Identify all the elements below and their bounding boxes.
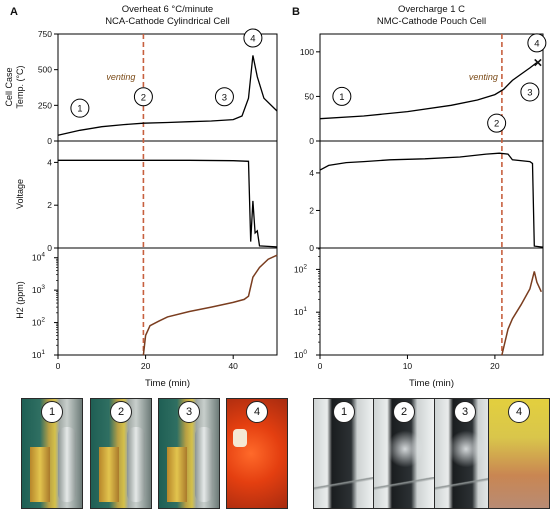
panel-letter: B <box>292 6 300 18</box>
x-tick-label: 40 <box>228 361 238 371</box>
stage-marker-label: 2 <box>141 92 146 103</box>
temperature-series-line <box>319 61 538 120</box>
stage-marker-circle <box>70 98 90 118</box>
stage-marker-circle <box>214 87 234 107</box>
photo-nca-stage-1: 1 <box>21 398 83 509</box>
panel-title: Overheat 6 °C/minute <box>122 4 213 15</box>
h2-ytick-label: 101 <box>294 306 307 317</box>
photo-badge: 3 <box>178 401 200 423</box>
photo-nmc-stage-2: 2 <box>373 398 435 509</box>
photo-badge: 2 <box>393 401 415 423</box>
stage-marker-label: 3 <box>527 87 532 98</box>
stage-marker-circle <box>487 113 507 133</box>
x-axis-label: Time (min) <box>409 378 454 389</box>
photo-badge: 4 <box>246 401 268 423</box>
volt-ytick-label: 4 <box>309 168 314 178</box>
h2-ytick-label: 101 <box>32 349 45 360</box>
voltage-series-line <box>58 159 278 248</box>
photo-nca-stage-2: 2 <box>90 398 152 509</box>
x-tick-label: 20 <box>490 361 500 371</box>
photo-nmc-stage-3: 3 <box>434 398 496 509</box>
temp-ytick-label: 50 <box>305 91 315 101</box>
panel-subtitle: NMC-Cathode Pouch Cell <box>377 16 486 27</box>
temp-axis-label-line2: Temp. (°C) <box>15 65 25 108</box>
panel-title: Overcharge 1 C <box>398 4 465 15</box>
x-axis-label: Time (min) <box>145 378 190 389</box>
temp-axis-label-line1: Cell Case <box>4 67 14 106</box>
temp-axes-frame <box>319 33 544 142</box>
failure-marker: × <box>533 55 542 72</box>
stage-marker-circle <box>332 86 352 106</box>
photo-badge: 1 <box>333 401 355 423</box>
stage-marker-circle <box>527 33 547 53</box>
temperature-series-line <box>57 55 278 136</box>
temp-ytick-label: 250 <box>38 100 52 110</box>
photo-badge: 1 <box>41 401 63 423</box>
volt-ytick-label: 2 <box>47 200 52 210</box>
h2-ytick-label: 102 <box>32 317 45 328</box>
x-tick-label: 0 <box>56 361 61 371</box>
h2-ytick-label: 103 <box>32 284 45 295</box>
stage-marker-circle <box>520 82 540 102</box>
volt-ytick-label: 0 <box>309 243 314 253</box>
voltage-series-line <box>319 152 544 248</box>
venting-label: venting <box>106 72 135 82</box>
stage-marker-label: 4 <box>534 38 539 49</box>
stage-marker-label: 3 <box>222 92 227 103</box>
h2-ytick-exponent: 0 <box>303 349 307 356</box>
h2-ytick-exponent: 1 <box>41 349 45 356</box>
temp-ytick-label: 750 <box>38 29 52 39</box>
photo-badge: 4 <box>508 401 530 423</box>
h2-ytick-label: 100 <box>294 349 307 360</box>
photo-badge: 2 <box>110 401 132 423</box>
h2-ytick-exponent: 1 <box>303 306 307 313</box>
h2-ytick-exponent: 4 <box>41 252 45 259</box>
panel-subtitle: NCA-Cathode Cylindrical Cell <box>105 16 230 27</box>
h2-ytick-exponent: 3 <box>41 284 45 291</box>
stage-marker-label: 1 <box>339 92 344 103</box>
photo-nca-stage-3: 3 <box>158 398 220 509</box>
stage-marker-circle <box>243 28 263 48</box>
h2-ytick-label: 104 <box>32 252 45 263</box>
photo-nmc-stage-1: 1 <box>313 398 375 509</box>
h2-ytick-label: 102 <box>294 263 307 274</box>
h2-series-line <box>142 254 278 356</box>
temp-ytick-label: 100 <box>300 47 314 57</box>
temp-ytick-label: 500 <box>38 65 52 75</box>
h2-axes-frame <box>57 247 278 356</box>
x-tick-label: 0 <box>318 361 323 371</box>
photo-badge: 3 <box>454 401 476 423</box>
stage-marker-label: 1 <box>77 104 82 115</box>
stage-marker-label: 4 <box>250 34 255 45</box>
temp-ytick-label: 0 <box>47 136 52 146</box>
h2-axis-label: H2 (ppm) <box>15 281 25 319</box>
stage-marker-circle <box>133 87 153 107</box>
panel-letter: A <box>10 6 18 18</box>
voltage-axis-label: Voltage <box>15 179 25 209</box>
h2-axes-frame <box>319 247 544 356</box>
temp-ytick-label: 0 <box>309 136 314 146</box>
stage-marker-label: 2 <box>494 119 499 130</box>
h2-series-line <box>501 271 542 356</box>
x-tick-label: 10 <box>403 361 413 371</box>
venting-label: venting <box>469 72 498 82</box>
photo-nmc-stage-4: 4 <box>488 398 550 509</box>
photo-nca-stage-4: 4 <box>226 398 288 509</box>
volt-ytick-label: 2 <box>309 205 314 215</box>
volt-axes-frame <box>57 140 278 249</box>
volt-ytick-label: 4 <box>47 157 52 167</box>
h2-ytick-exponent: 2 <box>303 263 307 270</box>
h2-ytick-exponent: 2 <box>41 317 45 324</box>
temp-axes-frame <box>57 33 278 142</box>
x-tick-label: 20 <box>141 361 151 371</box>
volt-ytick-label: 0 <box>47 243 52 253</box>
